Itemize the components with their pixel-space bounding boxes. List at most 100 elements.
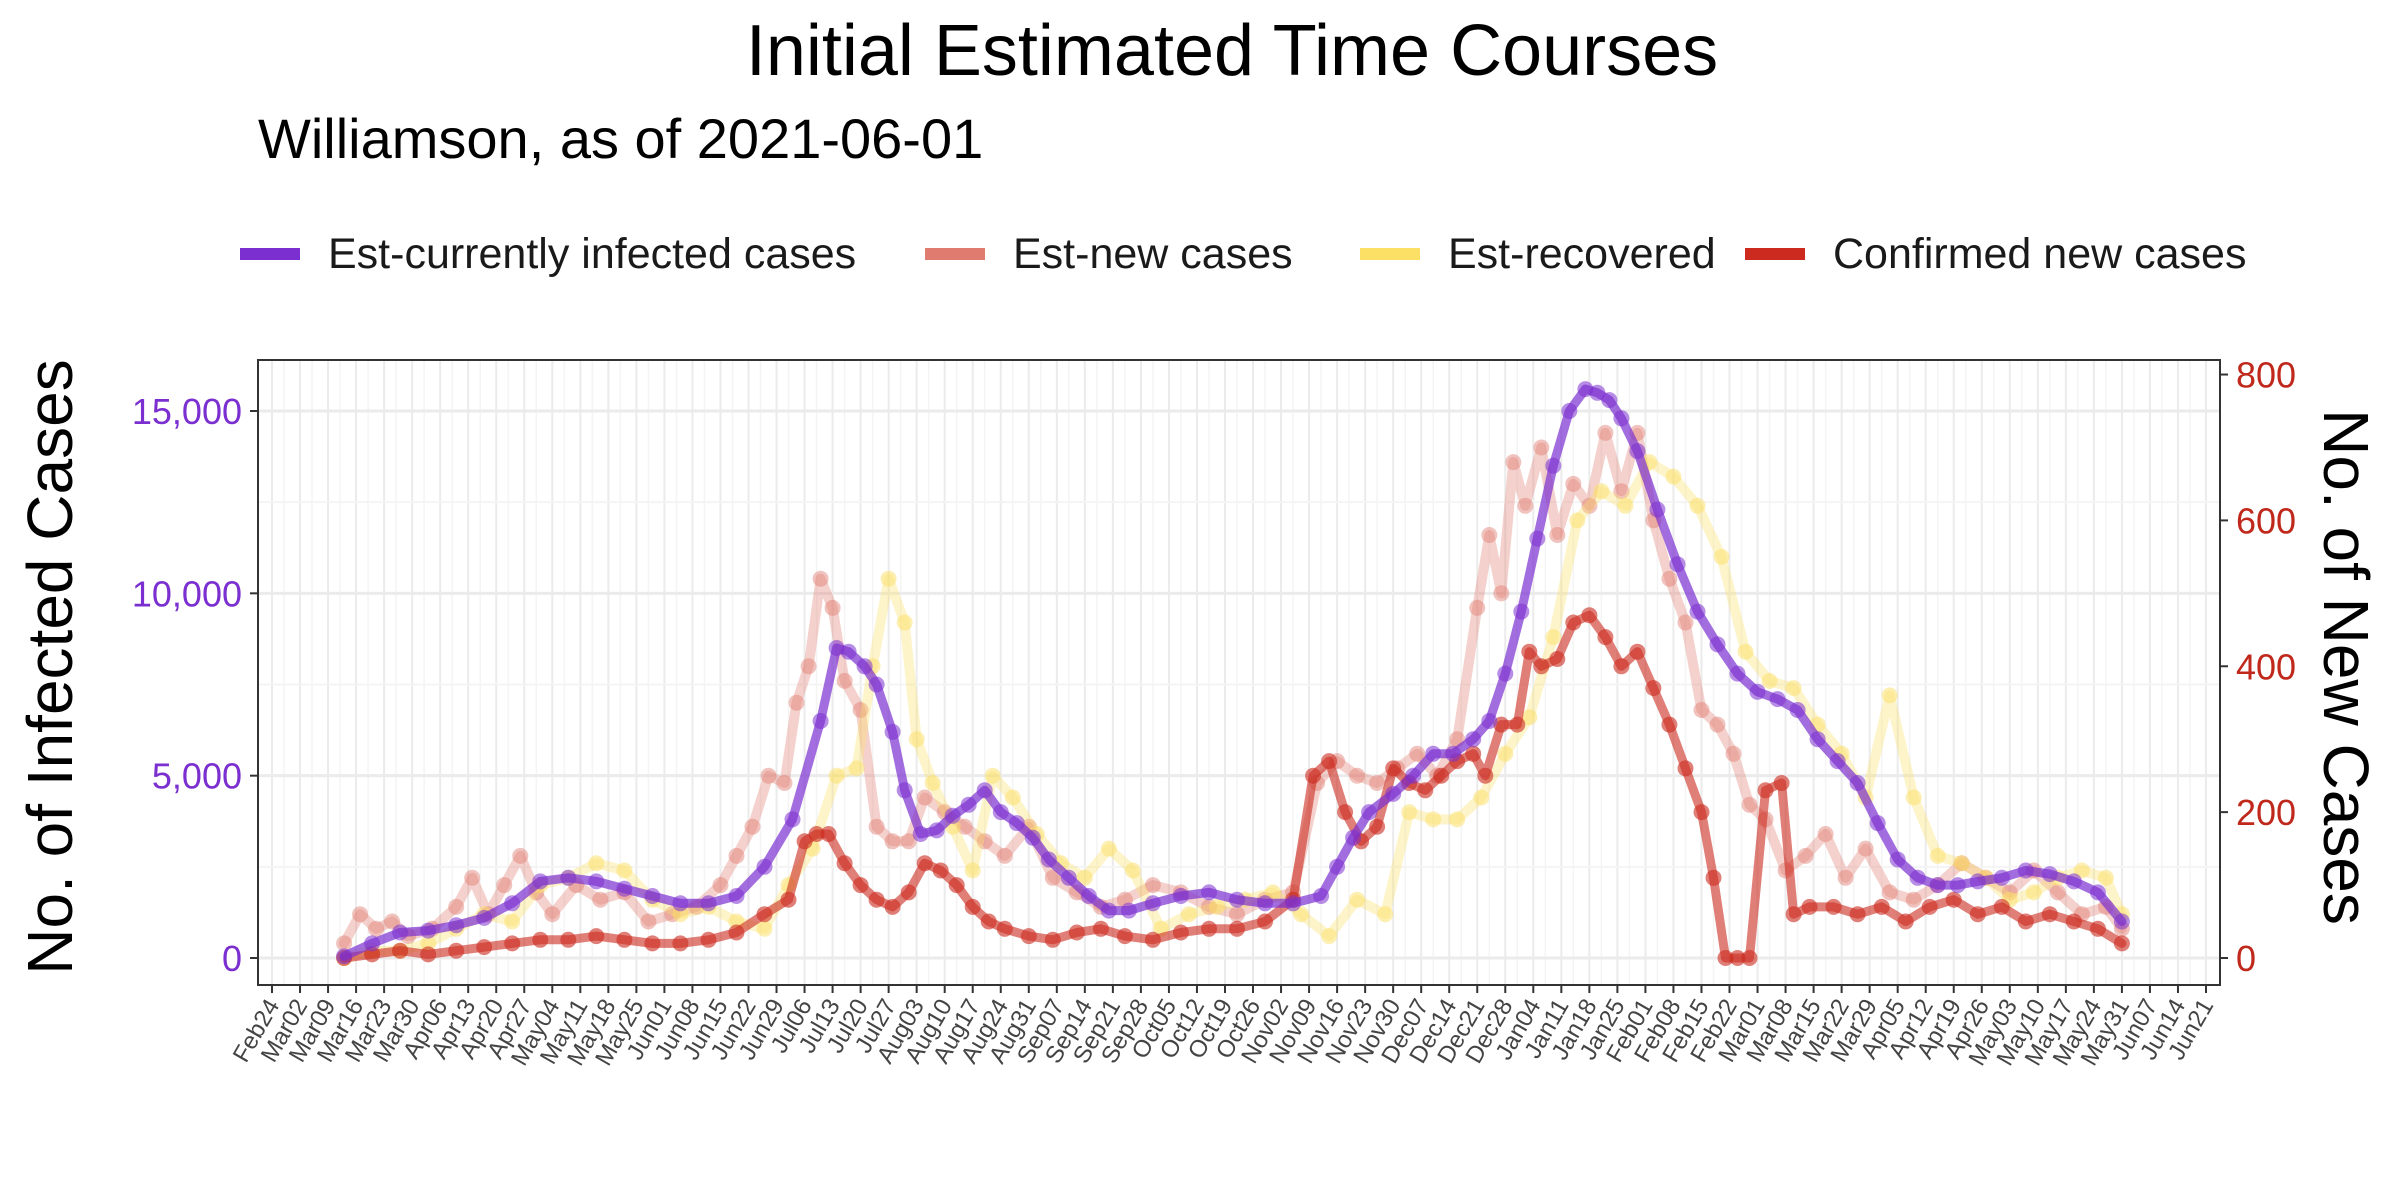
- data-point: [1693, 804, 1710, 821]
- data-point: [368, 920, 385, 937]
- data-point: [1505, 454, 1522, 471]
- data-point: [976, 833, 993, 850]
- data-point: [512, 847, 529, 864]
- y-right-tick-label: 0: [2236, 938, 2256, 979]
- data-point: [916, 855, 933, 872]
- data-point: [1445, 745, 1462, 762]
- data-point: [1385, 760, 1402, 777]
- data-point: [1613, 483, 1630, 500]
- data-point: [960, 796, 977, 813]
- data-point: [2065, 873, 2082, 890]
- data-point: [1709, 716, 1726, 733]
- data-point: [476, 939, 493, 956]
- data-point: [1549, 527, 1566, 543]
- data-point: [1725, 745, 1742, 762]
- data-point: [1909, 869, 1926, 886]
- data-point: [1401, 804, 1418, 821]
- data-point: [1613, 658, 1630, 675]
- data-point: [1377, 906, 1394, 923]
- data-point: [1889, 851, 1906, 868]
- data-point: [868, 818, 885, 835]
- grid: [258, 360, 2220, 985]
- data-point: [1797, 847, 1814, 864]
- data-point: [1144, 895, 1161, 912]
- data-point: [592, 891, 609, 908]
- data-point: [728, 847, 745, 864]
- data-point: [1565, 475, 1582, 492]
- data-point: [1849, 906, 1866, 923]
- series-confirmed-new-cases: [336, 607, 2130, 966]
- data-point: [1172, 924, 1189, 941]
- data-point: [1209, 898, 1225, 915]
- data-point: [1785, 680, 1802, 697]
- data-point: [616, 880, 633, 897]
- data-point: [1993, 869, 2010, 886]
- data-point: [1201, 884, 1217, 901]
- data-point: [788, 694, 805, 711]
- data-point: [1521, 709, 1538, 726]
- data-point: [364, 946, 381, 963]
- data-point: [1020, 928, 1037, 945]
- data-point: [420, 946, 437, 963]
- data-point: [1993, 898, 2010, 915]
- data-point: [1285, 895, 1302, 912]
- data-point: [956, 818, 973, 835]
- data-point: [1769, 691, 1786, 708]
- plot-frame: [257, 359, 2221, 986]
- data-point: [828, 767, 845, 784]
- data-point: [964, 862, 981, 879]
- data-point: [1517, 497, 1534, 514]
- legend-label: Est-new cases: [1013, 230, 1293, 278]
- data-point: [1713, 548, 1730, 565]
- legend-label: Confirmed new cases: [1833, 230, 2246, 278]
- data-point: [812, 713, 829, 729]
- data-point: [728, 888, 745, 904]
- data-point: [836, 855, 853, 872]
- data-point: [932, 862, 949, 879]
- y-left-tick-label: 15,000: [132, 391, 242, 432]
- data-point: [780, 891, 797, 908]
- data-point: [1881, 884, 1898, 901]
- data-point: [1349, 891, 1366, 908]
- data-point: [384, 913, 401, 930]
- data-point: [1417, 782, 1434, 799]
- data-point: [980, 913, 997, 930]
- data-point: [1729, 665, 1746, 682]
- data-point: [504, 895, 521, 912]
- data-point: [2041, 866, 2058, 883]
- data-point: [504, 913, 521, 930]
- data-point: [1481, 527, 1498, 543]
- data-point: [1201, 920, 1217, 937]
- data-point: [616, 862, 633, 879]
- data-point: [912, 826, 929, 842]
- data-point: [1369, 818, 1386, 835]
- data-point: [1741, 796, 1758, 813]
- data-point: [1521, 643, 1538, 660]
- data-point: [1689, 497, 1706, 514]
- data-point: [1345, 829, 1362, 846]
- chart-title: Initial Estimated Time Courses: [746, 11, 1718, 91]
- data-point: [1589, 384, 1606, 401]
- data-point: [1385, 785, 1402, 802]
- data-point: [1905, 789, 1922, 806]
- data-point: [1785, 906, 1802, 923]
- y-left-tick-label: 0: [222, 938, 242, 979]
- data-point: [1144, 931, 1161, 948]
- data-point: [1597, 629, 1614, 646]
- data-point: [1100, 902, 1117, 919]
- data-point: [1497, 665, 1514, 682]
- y-right-tick-label: 800: [2236, 355, 2296, 396]
- data-point: [1761, 672, 1778, 689]
- y-right-tick-label: 400: [2236, 646, 2296, 687]
- data-point: [560, 869, 577, 886]
- data-point: [544, 906, 561, 923]
- data-point: [1629, 643, 1646, 660]
- data-point: [1561, 403, 1578, 419]
- data-point: [1929, 877, 1946, 894]
- data-point: [1581, 497, 1598, 514]
- y-left-tick-label: 5,000: [152, 756, 242, 797]
- data-point: [644, 935, 661, 952]
- data-point: [1665, 468, 1682, 485]
- data-point: [420, 922, 437, 939]
- data-point: [1857, 840, 1874, 857]
